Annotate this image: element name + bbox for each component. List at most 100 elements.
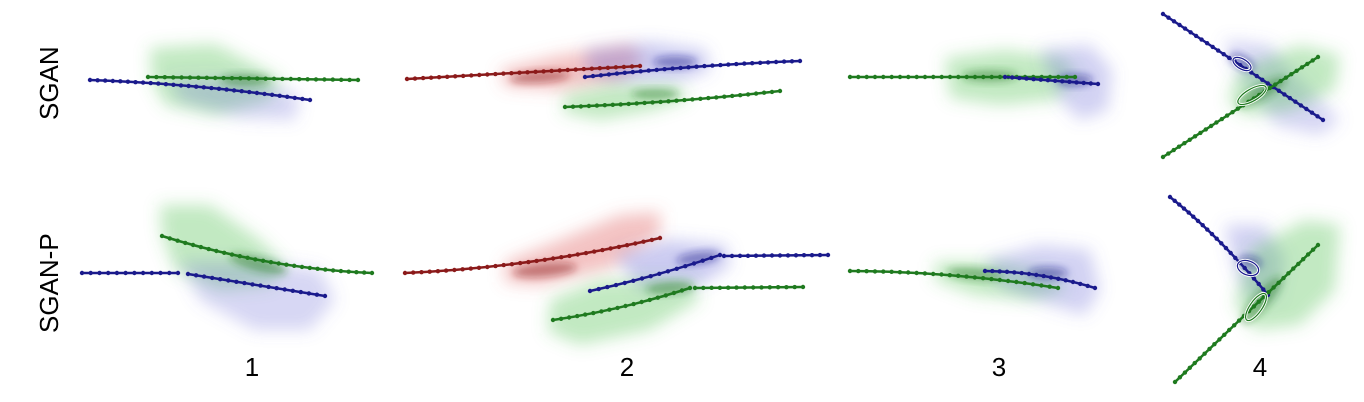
track-point bbox=[354, 270, 359, 275]
track-point bbox=[663, 293, 668, 298]
track-point bbox=[710, 63, 715, 68]
track-point bbox=[872, 74, 878, 80]
track-point bbox=[216, 86, 222, 92]
track-point bbox=[623, 303, 628, 309]
track-point bbox=[347, 77, 352, 83]
track-point bbox=[614, 71, 620, 76]
track-point bbox=[1176, 144, 1182, 149]
track-point bbox=[1034, 272, 1039, 278]
track-point bbox=[616, 244, 622, 250]
track-point bbox=[300, 96, 305, 102]
track-point bbox=[575, 313, 580, 319]
track-point bbox=[245, 255, 250, 260]
track-point bbox=[452, 267, 457, 273]
track-point bbox=[238, 76, 243, 81]
track-point bbox=[1266, 290, 1271, 295]
track-point bbox=[209, 85, 214, 91]
track-point bbox=[1276, 280, 1281, 285]
track-point bbox=[615, 305, 620, 311]
track-point bbox=[1171, 147, 1176, 153]
track-point bbox=[809, 253, 815, 258]
track-point bbox=[1192, 134, 1198, 139]
track-point bbox=[638, 69, 643, 74]
track-point bbox=[1273, 82, 1278, 87]
track-point bbox=[931, 271, 936, 277]
track-point bbox=[700, 258, 705, 263]
track-point bbox=[997, 74, 1003, 80]
track-point bbox=[559, 255, 564, 260]
track-point bbox=[631, 278, 636, 283]
track-point bbox=[445, 74, 450, 80]
track-point bbox=[769, 89, 775, 95]
track-point bbox=[631, 301, 636, 307]
track-point bbox=[1208, 123, 1214, 129]
core-green-1a bbox=[220, 74, 270, 86]
track-point bbox=[118, 79, 123, 84]
track-point bbox=[872, 269, 878, 274]
track-point bbox=[1260, 77, 1265, 83]
track-point bbox=[737, 253, 743, 258]
track-point bbox=[1166, 151, 1171, 156]
track-point bbox=[982, 268, 988, 274]
track-point bbox=[956, 273, 961, 278]
track-point bbox=[1224, 113, 1230, 118]
track-point bbox=[355, 77, 361, 83]
track-point bbox=[1282, 92, 1287, 97]
track-point bbox=[629, 64, 635, 69]
track-point bbox=[679, 288, 685, 293]
track-point bbox=[229, 252, 235, 257]
track-point bbox=[717, 252, 723, 258]
track-point bbox=[549, 68, 554, 74]
track-point bbox=[1199, 37, 1204, 42]
track-point bbox=[939, 74, 944, 80]
track-point bbox=[175, 238, 180, 243]
track-point bbox=[570, 104, 576, 109]
track-point bbox=[269, 92, 275, 98]
track-point bbox=[171, 82, 176, 88]
column-label-4: 4 bbox=[1252, 352, 1268, 382]
track-blue-2a-line bbox=[584, 59, 801, 79]
ring-4b-upper-outline bbox=[1236, 259, 1260, 277]
track-point bbox=[881, 74, 886, 80]
track-point bbox=[274, 286, 279, 291]
track-point bbox=[701, 285, 706, 291]
track-point bbox=[761, 253, 767, 258]
track-point bbox=[1221, 52, 1226, 57]
track-point bbox=[420, 75, 426, 81]
track-point bbox=[193, 273, 199, 278]
track-point bbox=[742, 61, 747, 66]
track-point bbox=[1256, 299, 1262, 304]
track-point bbox=[622, 280, 627, 286]
track-point bbox=[262, 91, 267, 97]
track-point bbox=[605, 284, 610, 290]
track-point bbox=[722, 94, 727, 99]
track-point bbox=[721, 253, 727, 259]
track-point bbox=[453, 74, 458, 79]
track-point bbox=[313, 77, 319, 82]
track-point bbox=[501, 71, 506, 76]
track-point bbox=[1228, 250, 1233, 256]
track-point bbox=[753, 253, 759, 258]
track-point bbox=[218, 277, 223, 282]
track-point bbox=[687, 285, 693, 291]
track-point bbox=[642, 100, 647, 106]
track-point bbox=[231, 88, 237, 93]
track-point bbox=[914, 270, 919, 276]
track-point bbox=[1167, 194, 1173, 200]
track-point bbox=[224, 87, 229, 92]
track-point bbox=[1236, 318, 1242, 323]
track-point bbox=[665, 269, 671, 274]
track-point bbox=[477, 72, 482, 78]
track-green-3b bbox=[847, 268, 1061, 291]
track-point bbox=[201, 85, 206, 90]
track-point bbox=[1271, 285, 1276, 290]
track-point bbox=[742, 285, 747, 290]
track-point bbox=[1048, 275, 1054, 280]
track-point bbox=[633, 241, 638, 246]
track-point bbox=[330, 77, 335, 82]
track-point bbox=[682, 97, 687, 103]
track-point bbox=[461, 73, 466, 79]
track-point bbox=[1197, 356, 1202, 361]
track-blue-1a-line bbox=[89, 78, 311, 102]
